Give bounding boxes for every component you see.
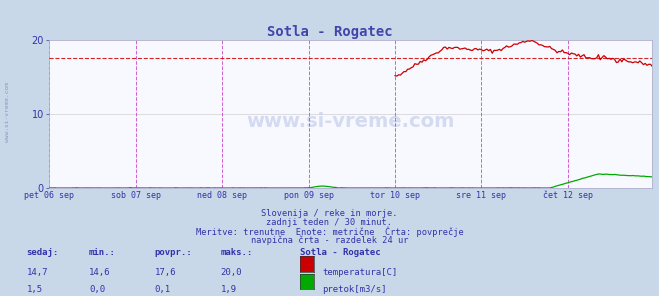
Text: temperatura[C]: temperatura[C] (322, 268, 397, 277)
Text: 1,5: 1,5 (26, 285, 42, 294)
Text: zadnji teden / 30 minut.: zadnji teden / 30 minut. (266, 218, 393, 226)
Text: pet 06 sep: pet 06 sep (24, 191, 74, 200)
Text: 20,0: 20,0 (221, 268, 243, 277)
Text: sre 11 sep: sre 11 sep (457, 191, 506, 200)
Text: Sotla - Rogatec: Sotla - Rogatec (300, 248, 380, 257)
Text: 0,0: 0,0 (89, 285, 105, 294)
Text: čet 12 sep: čet 12 sep (543, 191, 593, 200)
Text: ned 08 sep: ned 08 sep (197, 191, 247, 200)
Text: 14,6: 14,6 (89, 268, 111, 277)
Text: maks.:: maks.: (221, 248, 253, 257)
Text: Meritve: trenutne  Enote: metrične  Črta: povprečje: Meritve: trenutne Enote: metrične Črta: … (196, 226, 463, 237)
Text: www.si-vreme.com: www.si-vreme.com (5, 83, 11, 142)
Text: sob 07 sep: sob 07 sep (111, 191, 161, 200)
Text: pretok[m3/s]: pretok[m3/s] (322, 285, 387, 294)
Text: 1,9: 1,9 (221, 285, 237, 294)
Text: povpr.:: povpr.: (155, 248, 192, 257)
Text: navpična črta - razdelek 24 ur: navpična črta - razdelek 24 ur (251, 235, 408, 245)
Text: 17,6: 17,6 (155, 268, 177, 277)
Text: tor 10 sep: tor 10 sep (370, 191, 420, 200)
Text: Slovenija / reke in morje.: Slovenija / reke in morje. (261, 209, 398, 218)
Text: min.:: min.: (89, 248, 116, 257)
Text: sedaj:: sedaj: (26, 248, 59, 257)
Text: 0,1: 0,1 (155, 285, 171, 294)
Text: pon 09 sep: pon 09 sep (283, 191, 333, 200)
Text: www.si-vreme.com: www.si-vreme.com (246, 112, 455, 131)
Text: 14,7: 14,7 (26, 268, 48, 277)
Text: Sotla - Rogatec: Sotla - Rogatec (267, 25, 392, 39)
